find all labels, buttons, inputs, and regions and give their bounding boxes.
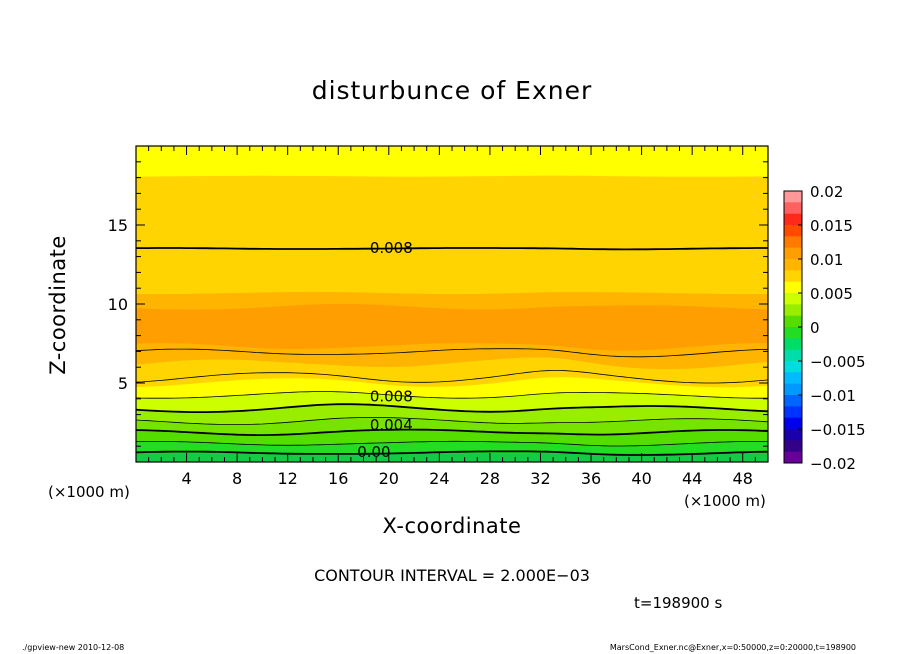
x-tick-label: 12: [278, 469, 298, 488]
x-tick-label: 8: [232, 469, 242, 488]
colorbar-swatch: [784, 225, 802, 237]
colorbar-swatch: [784, 361, 802, 373]
colorbar-tick-label: −0.005: [810, 353, 866, 371]
contour-line: [136, 247, 768, 251]
contour-label: 0.004: [370, 416, 413, 434]
colorbar-swatch: [784, 417, 802, 430]
contour-line: [135, 440, 768, 447]
colorbar-swatch: [784, 429, 802, 441]
x-tick-label: 36: [581, 469, 601, 488]
contour-line: [135, 450, 769, 456]
colorbar-swatch: [784, 202, 802, 215]
colorbar-swatch: [784, 281, 802, 294]
colorbar-swatch: [784, 270, 802, 283]
x-unit-right: (×1000 m): [684, 492, 766, 510]
colorbar-swatch: [784, 451, 802, 464]
colorbar-tick-label: 0.005: [810, 285, 853, 303]
colorbar-swatch: [784, 213, 802, 226]
colorbar-tick-label: 0: [810, 319, 820, 337]
colorbar-tick-label: 0.015: [810, 217, 853, 235]
time-label: t=198900 s: [634, 594, 723, 612]
x-tick-label: 40: [631, 469, 651, 488]
colorbar-swatch: [784, 338, 802, 351]
colorbar-swatch: [784, 304, 802, 317]
colorbar-tick-label: −0.015: [810, 421, 866, 439]
colorbar-tick-label: 0.01: [810, 251, 843, 269]
x-tick-label: 20: [379, 469, 399, 488]
colorbar-swatch: [784, 440, 802, 453]
contour-line: [135, 428, 769, 436]
y-tick-label: 10: [108, 295, 128, 314]
contour-label: 0.008: [370, 239, 413, 257]
colorbar-swatch: [784, 395, 802, 407]
colorbar-swatch: [784, 259, 802, 271]
x-axis-label: X-coordinate: [382, 514, 522, 538]
chart-title: disturbunce of Exner: [311, 76, 593, 105]
contour-label: 0.008: [370, 388, 413, 406]
x-tick-label: 48: [733, 469, 753, 488]
x-tick-label: 44: [682, 469, 702, 488]
colorbar-swatch: [784, 406, 802, 419]
y-tick-label: 5: [118, 374, 128, 393]
contour-line: [135, 391, 768, 399]
colorbar-swatch: [784, 349, 802, 362]
colorbar-swatch: [784, 191, 802, 203]
contour-line: [135, 417, 769, 425]
colorbar-tick-label: −0.02: [810, 455, 856, 473]
footer-left: ./gpview-new 2010-12-08: [22, 643, 125, 652]
contour-line: [135, 348, 769, 358]
colorbar-swatch: [784, 315, 802, 328]
colorbar-tick-label: 0.02: [810, 183, 843, 201]
contour-label: 0.00: [357, 443, 390, 461]
colorbar-swatch: [784, 293, 802, 305]
contour-interval-label: CONTOUR INTERVAL = 2.000E−03: [314, 566, 590, 585]
x-tick-label: 24: [429, 469, 449, 488]
x-tick-label: 4: [181, 469, 191, 488]
contour-line: [135, 403, 769, 413]
contour-fill-band: [135, 175, 769, 295]
footer-right: MarsCond_Exner.nc@Exner,x=0:50000,z=0:20…: [609, 643, 856, 652]
x-unit-left: (×1000 m): [48, 483, 130, 501]
contour-line: [135, 370, 769, 384]
colorbar-swatch: [784, 236, 802, 249]
colorbar-swatch: [784, 372, 802, 385]
y-tick-label: 15: [108, 216, 128, 235]
x-tick-label: 32: [530, 469, 550, 488]
colorbar-swatch: [784, 383, 802, 396]
x-tick-label: 28: [480, 469, 500, 488]
colorbar-swatch: [784, 247, 802, 260]
y-axis-label: Z-coordinate: [46, 235, 70, 375]
colorbar-tick-label: −0.01: [810, 387, 856, 405]
colorbar-swatch: [784, 327, 802, 339]
x-tick-label: 16: [328, 469, 348, 488]
